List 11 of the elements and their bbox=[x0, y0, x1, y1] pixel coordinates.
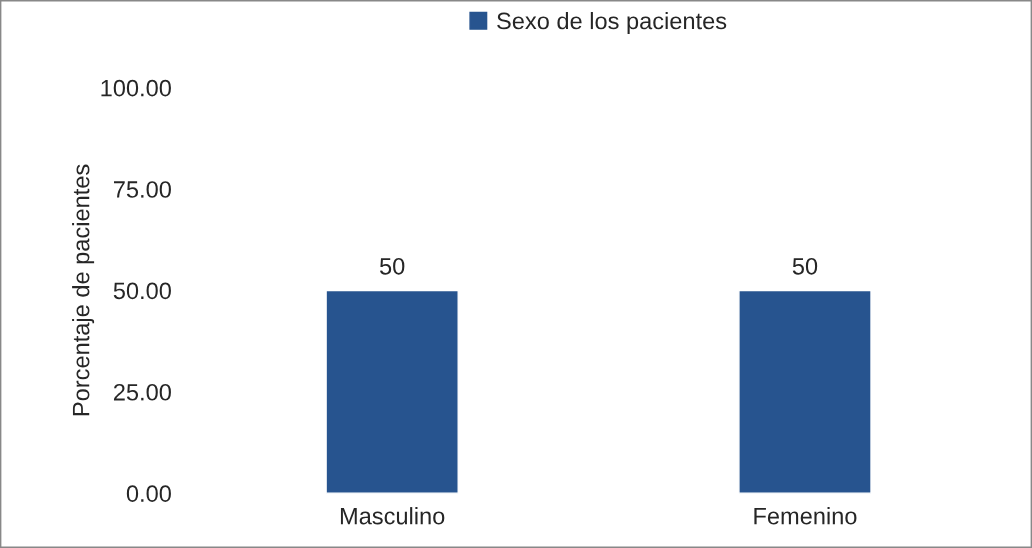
legend-label: Sexo de los pacientes bbox=[497, 11, 727, 34]
y-tick-label: 25.00 bbox=[113, 383, 171, 401]
y-axis-title: Porcentaje de pacientes bbox=[72, 164, 95, 416]
x-tick-label: Masculino bbox=[340, 507, 445, 525]
data-label: 50 bbox=[379, 257, 405, 275]
data-label: 50 bbox=[792, 257, 818, 275]
x-tick-label: Femenino bbox=[754, 507, 857, 525]
y-tick-label: 0.00 bbox=[126, 485, 171, 502]
y-tick-label: 50.00 bbox=[113, 282, 171, 300]
y-tick-label: 100.00 bbox=[101, 79, 171, 97]
y-tick-label: 75.00 bbox=[114, 181, 171, 198]
